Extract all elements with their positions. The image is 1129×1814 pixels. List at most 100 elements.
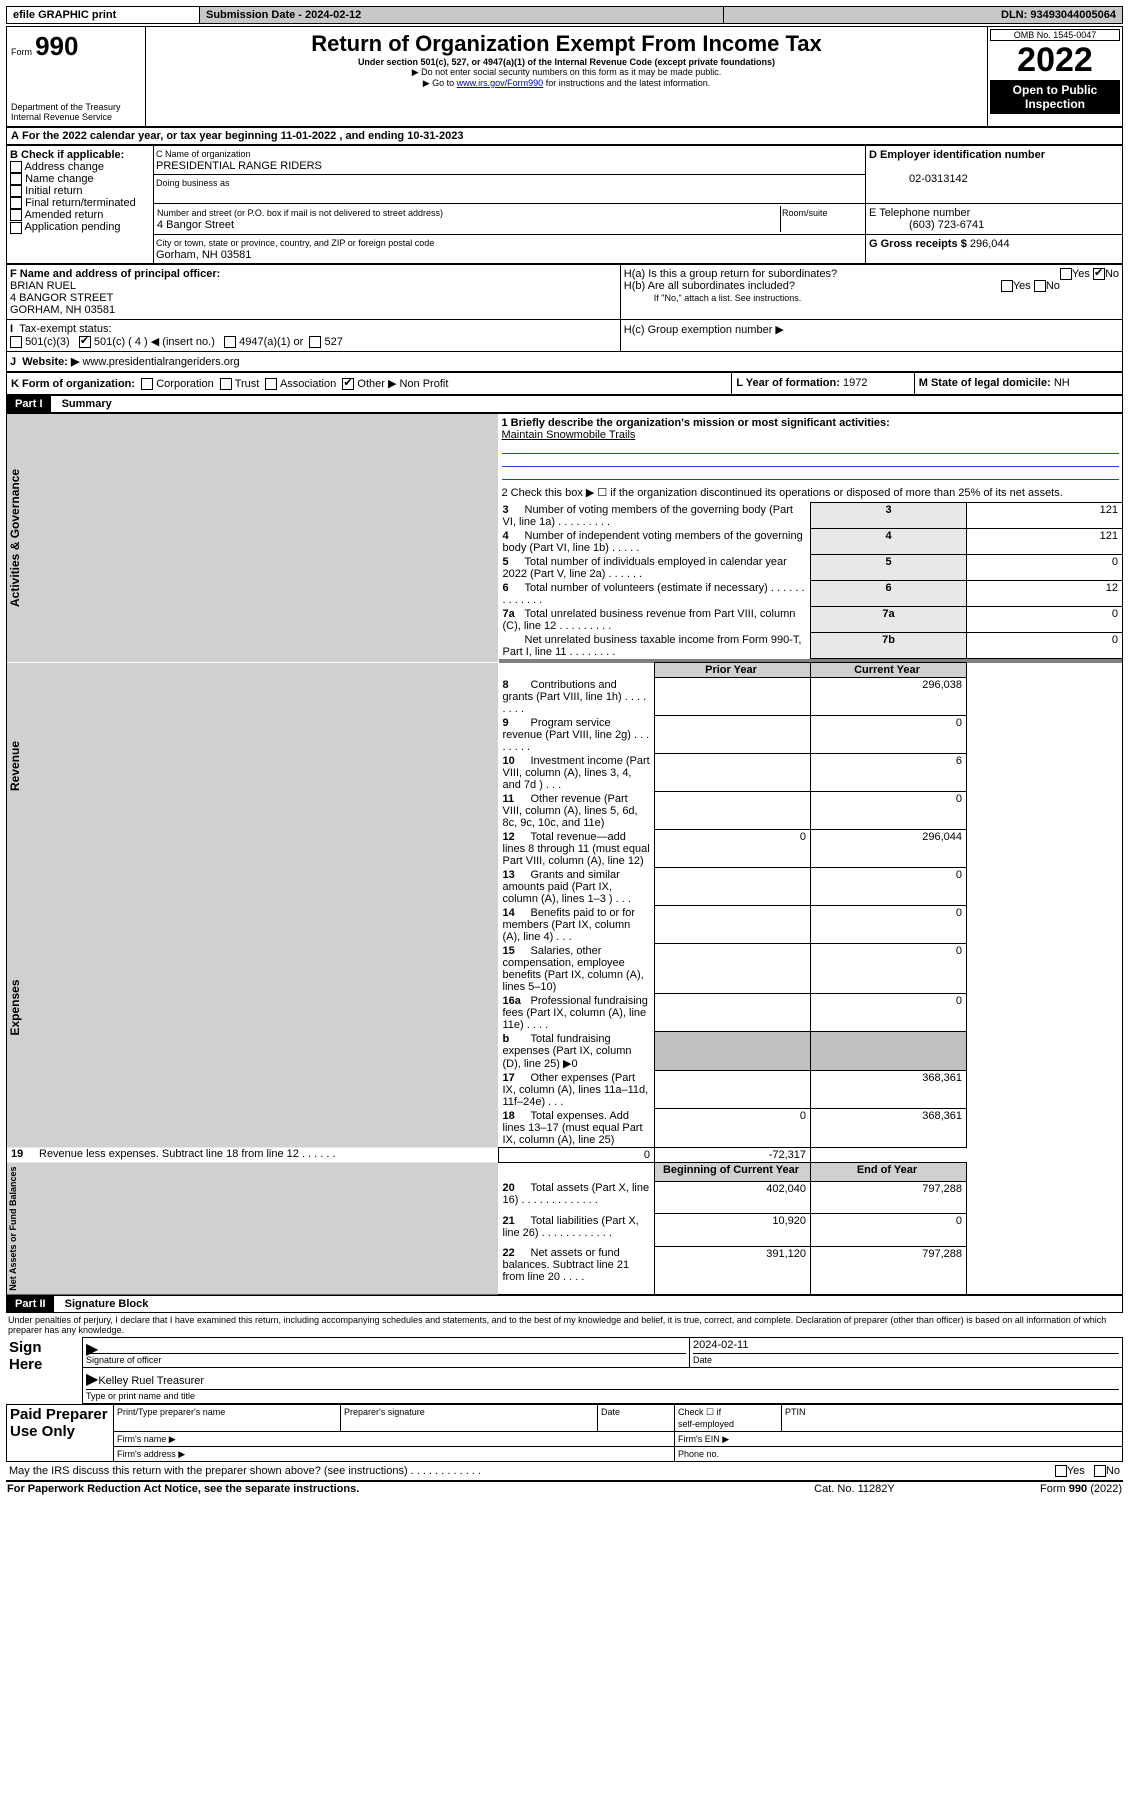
ha-label: H(a) Is this a group return for subordin… (624, 268, 837, 280)
dba-label: Doing business as (156, 178, 230, 188)
cb-501c3[interactable] (10, 336, 22, 348)
efile-label[interactable]: efile GRAPHIC print (7, 7, 200, 24)
form-footer: Form 990 (2022) (1040, 1483, 1122, 1495)
d-label: D Employer identification number (869, 149, 1045, 161)
form-word: Form (11, 47, 32, 57)
street-label: Number and street (or P.O. box if mail i… (157, 208, 443, 218)
cb-corp[interactable] (141, 378, 153, 390)
q2: 2 Check this box ▶ ☐ if the organization… (502, 487, 1063, 499)
dept-treasury: Department of the Treasury (11, 102, 141, 112)
l-label: L Year of formation: (736, 377, 840, 389)
street: 4 Bangor Street (157, 219, 234, 231)
cb-hb-no[interactable] (1034, 280, 1046, 292)
i-527: 527 (324, 336, 342, 348)
cb-other[interactable] (342, 378, 354, 390)
ein: 02-0313142 (869, 173, 968, 185)
period-mid: , and ending (339, 130, 407, 142)
part2-header: Part II Signature Block (6, 1295, 1123, 1313)
part1-title: Part I (7, 396, 51, 412)
cb-4947[interactable] (224, 336, 236, 348)
opt-pending: Application pending (24, 221, 120, 233)
officer-street: 4 BANGOR STREET (10, 292, 113, 304)
officer-city: GORHAM, NH 03581 (10, 304, 115, 316)
cb-hb-yes[interactable] (1001, 280, 1013, 292)
hb-label: H(b) Are all subordinates included? (624, 280, 795, 292)
k-val: Non Profit (399, 378, 448, 390)
cb-ha-yes[interactable] (1060, 268, 1072, 280)
g-label: G Gross receipts $ (869, 238, 967, 250)
period-begin: 11-01-2022 (281, 130, 337, 142)
firm-ein: Firm's EIN ▶ (678, 1434, 729, 1444)
irs: Internal Revenue Service (11, 112, 141, 122)
opt-initial: Initial return (25, 185, 82, 197)
form-header: Form 990 Department of the Treasury Inte… (6, 26, 1123, 127)
firm-name: Firm's name ▶ (117, 1434, 176, 1444)
hdr-begin: Beginning of Current Year (655, 1162, 811, 1181)
klm-row: K Form of organization: Corporation Trus… (6, 372, 1123, 395)
cb-name[interactable] (10, 173, 22, 185)
dln: DLN: 93493044005064 (724, 7, 1123, 24)
m-val: NH (1054, 377, 1070, 389)
paid-preparer: Paid Preparer Use Only Print/Type prepar… (6, 1404, 1123, 1462)
f-label: F Name and address of principal officer: (10, 268, 220, 280)
part2-sub: Signature Block (57, 1298, 149, 1310)
discuss-yes: Yes (1067, 1465, 1085, 1477)
form-title: Return of Organization Exempt From Incom… (150, 31, 983, 57)
part1-header: Part I Summary (6, 395, 1123, 413)
subtitle-1: Under section 501(c), 527, or 4947(a)(1)… (150, 57, 983, 67)
cb-527[interactable] (309, 336, 321, 348)
entity-block: B Check if applicable: Address change Na… (6, 145, 1123, 264)
prep-sig-label: Preparer's signature (344, 1407, 425, 1417)
cb-discuss-no[interactable] (1094, 1465, 1106, 1477)
cb-pending[interactable] (10, 222, 22, 234)
period-text: For the 2022 calendar year, or tax year … (22, 130, 281, 142)
cb-initial[interactable] (10, 185, 22, 197)
website[interactable]: www.presidentialrangeriders.org (82, 356, 239, 368)
cb-ha-no[interactable] (1093, 268, 1105, 280)
ha-no: No (1105, 268, 1119, 280)
instructions-link[interactable]: www.irs.gov/Form990 (457, 78, 544, 88)
i-501c3: 501(c)(3) (25, 336, 70, 348)
l-val: 1972 (843, 377, 867, 389)
part1-sub: Summary (54, 398, 112, 410)
e-label: E Telephone number (869, 207, 970, 219)
prep-name-label: Print/Type preparer's name (117, 1407, 225, 1417)
open-public: Open to Public Inspection (990, 80, 1120, 114)
self-emp-a: Check ☐ if (678, 1407, 721, 1417)
b-title: B Check if applicable: (10, 149, 124, 161)
tax-year: 2022 (990, 41, 1120, 80)
period-end: 10-31-2023 (407, 130, 463, 142)
cb-assoc[interactable] (265, 378, 277, 390)
k-corp: Corporation (156, 378, 213, 390)
ha-yes: Yes (1072, 268, 1090, 280)
c-label: C Name of organization (156, 149, 251, 159)
hdr-prior: Prior Year (655, 663, 811, 678)
cb-final[interactable] (10, 197, 22, 209)
goto-post: for instructions and the latest informat… (543, 78, 710, 88)
cb-amended[interactable] (10, 209, 22, 221)
declaration: Under penalties of perjury, I declare th… (6, 1313, 1123, 1337)
sign-date: 2024-02-11 (693, 1339, 748, 1351)
omb: OMB No. 1545-0047 (990, 29, 1120, 41)
hdr-cur: Current Year (811, 663, 967, 678)
vlabel-ag: Activities & Governance (7, 414, 499, 663)
cb-501c[interactable] (79, 336, 91, 348)
goto-pre: ▶ Go to (423, 78, 457, 88)
type-label: Type or print name and title (86, 1391, 195, 1401)
telephone: (603) 723-6741 (869, 219, 984, 231)
hc-label: H(c) Group exemption number ▶ (624, 324, 784, 336)
sign-block: Sign Here ▶ Signature of officer 2024-02… (6, 1337, 1123, 1404)
cb-discuss-yes[interactable] (1055, 1465, 1067, 1477)
room-label: Room/suite (782, 208, 828, 218)
hb-yes: Yes (1013, 280, 1031, 292)
cat-no: Cat. No. 11282Y (766, 1482, 943, 1496)
gross-receipts: 296,044 (970, 238, 1010, 250)
signer-name: Kelley Ruel Treasurer (98, 1375, 204, 1387)
vlabel-net: Net Assets or Fund Balances (7, 1162, 499, 1295)
vlabel-exp: Expenses (7, 868, 499, 1148)
cb-address[interactable] (10, 161, 22, 173)
cb-trust[interactable] (220, 378, 232, 390)
opt-amended: Amended return (24, 209, 103, 221)
discuss-no: No (1106, 1465, 1120, 1477)
officer-block: F Name and address of principal officer:… (6, 264, 1123, 372)
